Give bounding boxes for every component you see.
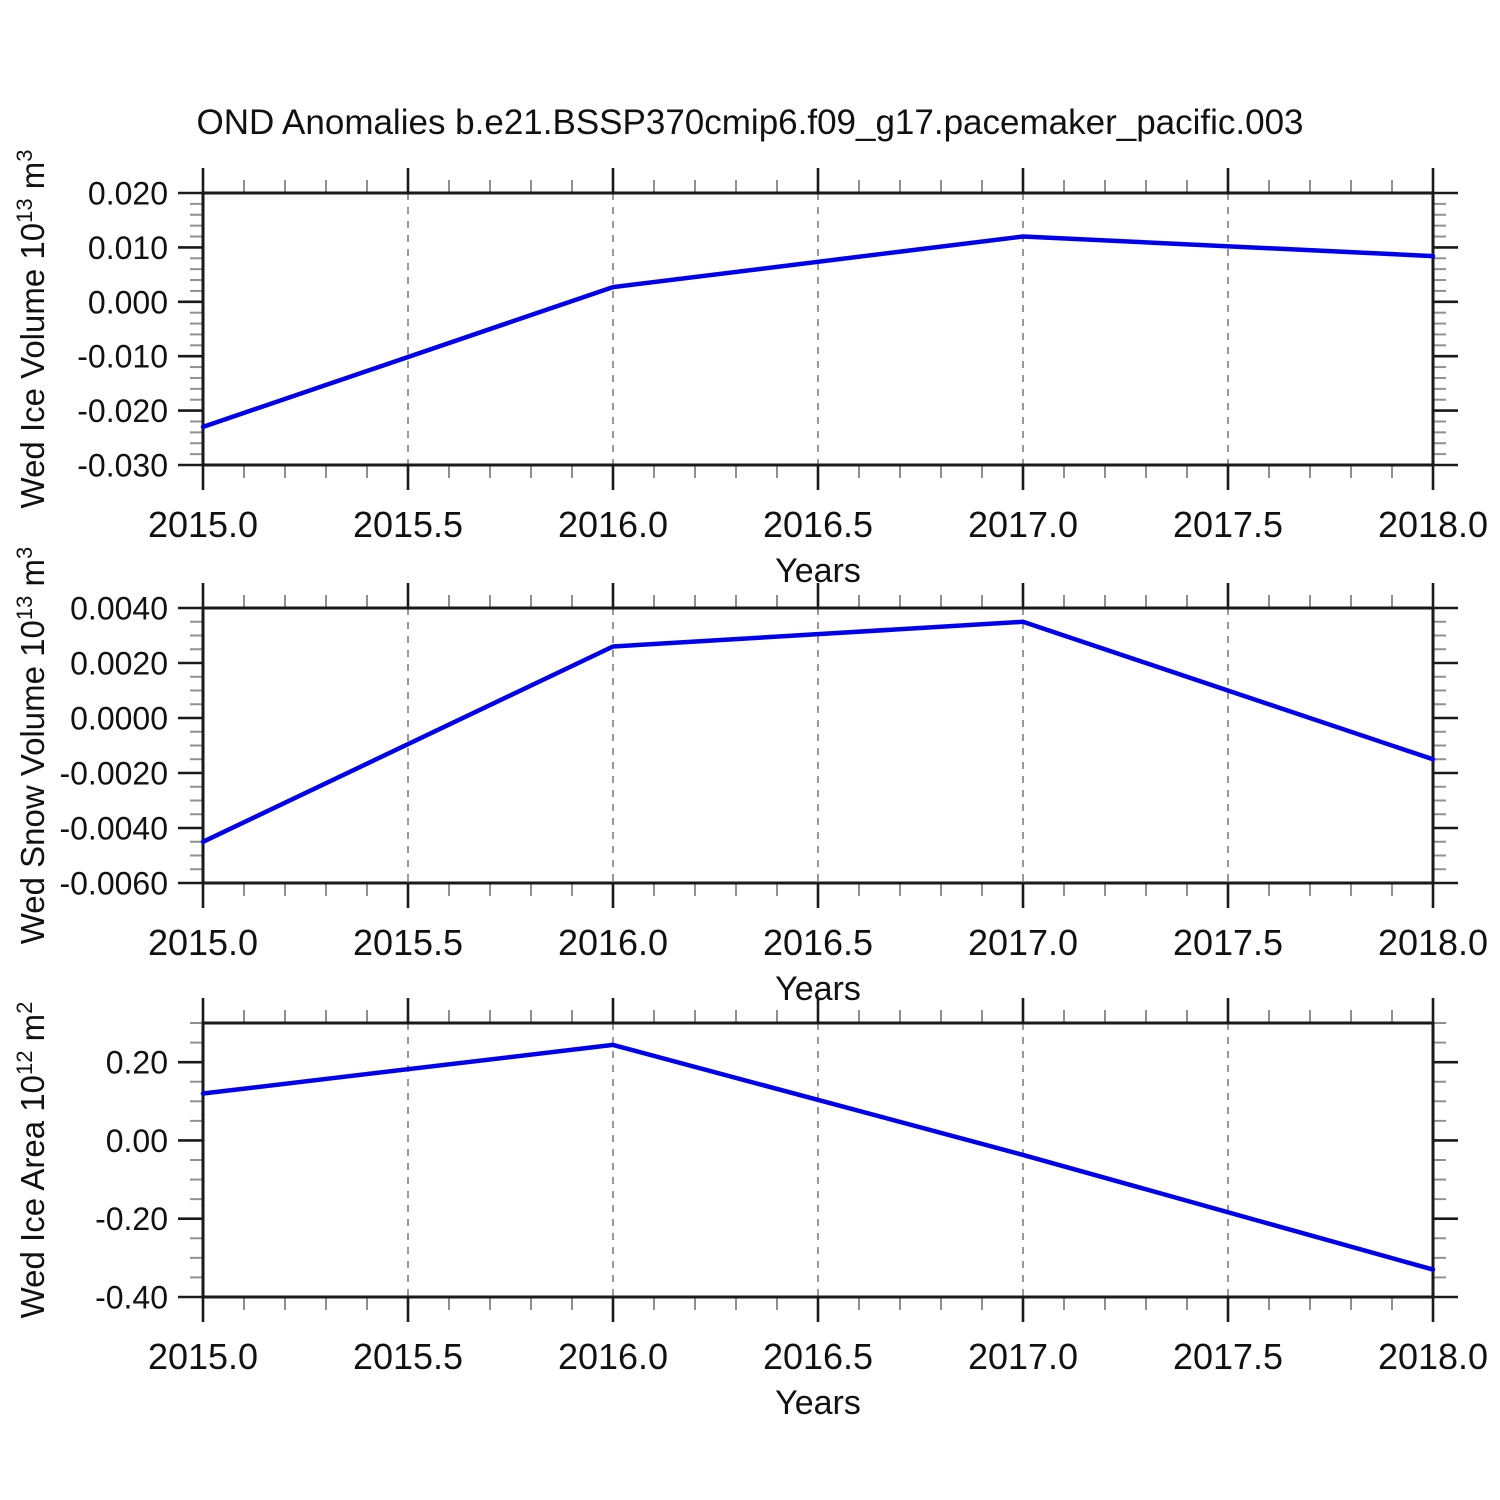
svg-text:2015.5: 2015.5 bbox=[353, 1336, 463, 1377]
x-axis-title: Years bbox=[775, 1384, 861, 1422]
svg-text:2018.0: 2018.0 bbox=[1378, 504, 1488, 545]
y-tick-labels: 0.020 0.010 0.000 -0.010 -0.020 -0.030 bbox=[77, 176, 168, 484]
svg-text:-0.0020: -0.0020 bbox=[59, 756, 168, 792]
svg-text:2015.5: 2015.5 bbox=[353, 504, 463, 545]
svg-text:-0.020: -0.020 bbox=[77, 393, 168, 429]
svg-text:0.0040: 0.0040 bbox=[70, 591, 168, 627]
major-ticks bbox=[178, 583, 1458, 908]
data-line-wed-ice-volume-anomaly bbox=[200, 234, 1436, 430]
plot-2: 0.0040 0.0020 0.0000 -0.0020 -0.0040 -0.0060 2… bbox=[12, 547, 1488, 1008]
svg-text:0.010: 0.010 bbox=[88, 230, 168, 266]
data-line-wed-snow-volume-anomaly bbox=[200, 619, 1436, 845]
svg-text:2018.0: 2018.0 bbox=[1378, 922, 1488, 963]
svg-text:0.020: 0.020 bbox=[88, 176, 168, 212]
svg-text:2016.0: 2016.0 bbox=[558, 504, 668, 545]
svg-text:-0.0040: -0.0040 bbox=[59, 811, 168, 847]
y-axis-title: Wed Snow Volume 1013 m3 bbox=[12, 547, 51, 945]
x-tick-labels: 2015.0 2015.5 2016.0 2016.5 2017.0 2017.5 2018… bbox=[148, 922, 1488, 963]
plot-frame bbox=[201, 191, 1435, 467]
svg-text:2016.5: 2016.5 bbox=[763, 1336, 873, 1377]
svg-text:-0.20: -0.20 bbox=[95, 1201, 168, 1237]
y-tick-labels: 0.0040 0.0020 0.0000 -0.0020 -0.0040 -0.0060 bbox=[59, 591, 168, 902]
svg-text:2016.0: 2016.0 bbox=[558, 922, 668, 963]
grid-lines bbox=[407, 1023, 1229, 1297]
plot-frame bbox=[201, 1021, 1435, 1299]
svg-text:2017.0: 2017.0 bbox=[968, 504, 1078, 545]
svg-text:2018.0: 2018.0 bbox=[1378, 1336, 1488, 1377]
svg-text:2017.0: 2017.0 bbox=[968, 1336, 1078, 1377]
svg-text:-0.0060: -0.0060 bbox=[59, 866, 168, 902]
y-axis-title: Wed Ice Volume 1013 m3 bbox=[12, 150, 51, 509]
svg-text:2015.0: 2015.0 bbox=[148, 922, 258, 963]
svg-text:-0.40: -0.40 bbox=[95, 1280, 168, 1316]
plot-frame bbox=[201, 606, 1435, 885]
svg-text:2016.5: 2016.5 bbox=[763, 504, 873, 545]
svg-text:2016.5: 2016.5 bbox=[763, 922, 873, 963]
minor-ticks bbox=[190, 180, 1446, 478]
x-tick-labels: 2015.0 2015.5 2016.0 2016.5 2017.0 2017.5 2018… bbox=[148, 504, 1488, 545]
svg-text:2016.0: 2016.0 bbox=[558, 1336, 668, 1377]
grid-lines bbox=[407, 608, 1229, 883]
svg-text:0.0020: 0.0020 bbox=[70, 646, 168, 682]
x-tick-labels: 2015.0 2015.5 2016.0 2016.5 2017.0 2017.5 2018… bbox=[148, 1336, 1488, 1377]
y-tick-labels: 0.20 0.00 -0.20 -0.40 bbox=[95, 1045, 168, 1316]
svg-text:-0.010: -0.010 bbox=[77, 339, 168, 375]
svg-text:-0.030: -0.030 bbox=[77, 448, 168, 484]
y-axis-title: Wed Ice Area 1012 m2 bbox=[12, 1002, 51, 1319]
svg-text:2015.0: 2015.0 bbox=[148, 504, 258, 545]
minor-ticks bbox=[190, 1010, 1446, 1310]
svg-text:2017.5: 2017.5 bbox=[1173, 922, 1283, 963]
grid-lines bbox=[407, 193, 1229, 465]
svg-text:2015.5: 2015.5 bbox=[353, 922, 463, 963]
major-ticks bbox=[178, 998, 1458, 1322]
data-line-wed-ice-area-anomaly bbox=[200, 1042, 1436, 1272]
svg-text:2017.5: 2017.5 bbox=[1173, 504, 1283, 545]
svg-text:2017.0: 2017.0 bbox=[968, 922, 1078, 963]
svg-text:2015.0: 2015.0 bbox=[148, 1336, 258, 1377]
figure-title: OND Anomalies b.e21.BSSP370cmip6.f09_g17… bbox=[196, 103, 1304, 142]
svg-text:0.20: 0.20 bbox=[106, 1045, 168, 1081]
major-ticks bbox=[178, 168, 1458, 490]
svg-text:0.0000: 0.0000 bbox=[70, 701, 168, 737]
plot-3: 0.20 0.00 -0.20 -0.40 2015.0 2015.5 2016.0 2016… bbox=[12, 998, 1488, 1422]
svg-text:0.000: 0.000 bbox=[88, 284, 168, 320]
svg-text:2017.5: 2017.5 bbox=[1173, 1336, 1283, 1377]
svg-text:0.00: 0.00 bbox=[106, 1123, 168, 1159]
